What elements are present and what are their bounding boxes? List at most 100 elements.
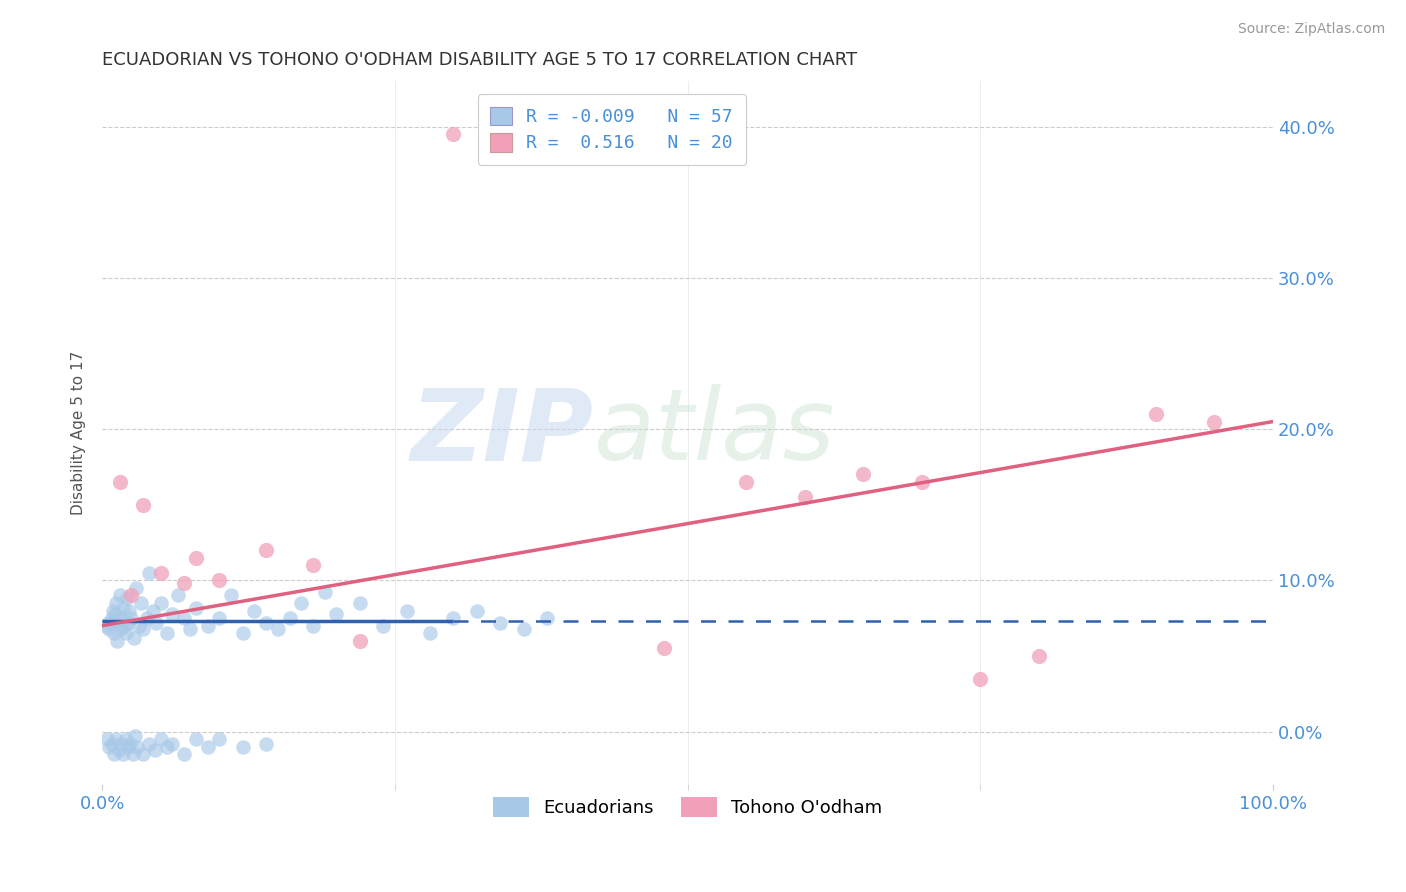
Point: [149, 596, 172, 610]
Point: [1204, 415, 1226, 429]
Point: [314, 585, 336, 599]
Point: [118, 603, 141, 617]
Point: [110, 737, 132, 751]
Point: [142, 603, 165, 617]
Point: [105, 596, 128, 610]
Point: [107, 614, 129, 628]
Point: [112, 600, 135, 615]
Point: [97, 615, 120, 630]
Point: [110, 622, 132, 636]
Point: [911, 475, 934, 489]
Point: [104, 607, 127, 621]
Point: [373, 618, 395, 632]
Point: [793, 490, 815, 504]
Point: [162, 607, 184, 621]
Point: [652, 641, 675, 656]
Point: [114, 732, 136, 747]
Point: [512, 622, 534, 636]
Point: [232, 739, 254, 754]
Point: [167, 589, 190, 603]
Point: [100, 611, 122, 625]
Point: [852, 467, 875, 482]
Text: Source: ZipAtlas.com: Source: ZipAtlas.com: [1237, 22, 1385, 37]
Point: [138, 737, 160, 751]
Point: [302, 618, 325, 632]
Point: [290, 596, 312, 610]
Point: [103, 626, 125, 640]
Point: [349, 633, 371, 648]
Point: [173, 576, 195, 591]
Point: [124, 729, 146, 743]
Y-axis label: Disability Age 5 to 17: Disability Age 5 to 17: [72, 351, 86, 515]
Point: [121, 611, 143, 625]
Legend: Ecuadorians, Tohono O'odham: Ecuadorians, Tohono O'odham: [485, 789, 890, 824]
Text: ZIP: ZIP: [411, 384, 593, 482]
Point: [129, 596, 152, 610]
Point: [121, 589, 143, 603]
Point: [98, 622, 121, 636]
Point: [735, 475, 758, 489]
Point: [208, 574, 231, 588]
Point: [138, 566, 160, 580]
Point: [115, 591, 138, 606]
Point: [117, 739, 139, 754]
Point: [122, 631, 145, 645]
Point: [302, 558, 325, 573]
Point: [219, 589, 242, 603]
Point: [114, 618, 136, 632]
Point: [128, 618, 150, 632]
Point: [120, 737, 142, 751]
Point: [184, 732, 207, 747]
Point: [117, 615, 139, 630]
Point: [465, 603, 488, 617]
Point: [155, 739, 177, 754]
Point: [125, 581, 148, 595]
Point: [145, 615, 167, 630]
Point: [143, 742, 166, 756]
Point: [173, 611, 195, 625]
Text: atlas: atlas: [593, 384, 835, 482]
Point: [1028, 648, 1050, 663]
Point: [114, 626, 136, 640]
Point: [325, 607, 347, 621]
Point: [197, 618, 219, 632]
Point: [208, 732, 231, 747]
Point: [254, 615, 277, 630]
Point: [100, 737, 122, 751]
Point: [149, 732, 172, 747]
Point: [132, 747, 155, 762]
Point: [184, 550, 207, 565]
Point: [179, 622, 201, 636]
Point: [103, 747, 125, 762]
Point: [184, 600, 207, 615]
Point: [132, 498, 155, 512]
Point: [443, 128, 465, 142]
Point: [107, 742, 129, 756]
Point: [254, 543, 277, 558]
Point: [267, 622, 290, 636]
Point: [94, 618, 117, 632]
Point: [489, 615, 512, 630]
Point: [243, 603, 266, 617]
Point: [108, 589, 131, 603]
Point: [132, 622, 155, 636]
Point: [155, 626, 177, 640]
Point: [127, 739, 149, 754]
Point: [208, 611, 231, 625]
Point: [197, 739, 219, 754]
Point: [162, 737, 184, 751]
Point: [96, 732, 118, 747]
Point: [443, 611, 465, 625]
Point: [101, 603, 124, 617]
Point: [969, 672, 991, 686]
Point: [232, 626, 254, 640]
Point: [173, 747, 195, 762]
Point: [1144, 407, 1167, 421]
Point: [149, 566, 172, 580]
Point: [121, 747, 143, 762]
Point: [419, 626, 441, 640]
Point: [135, 611, 157, 625]
Point: [98, 739, 121, 754]
Text: ECUADORIAN VS TOHONO O'ODHAM DISABILITY AGE 5 TO 17 CORRELATION CHART: ECUADORIAN VS TOHONO O'ODHAM DISABILITY …: [103, 51, 858, 69]
Point: [349, 596, 371, 610]
